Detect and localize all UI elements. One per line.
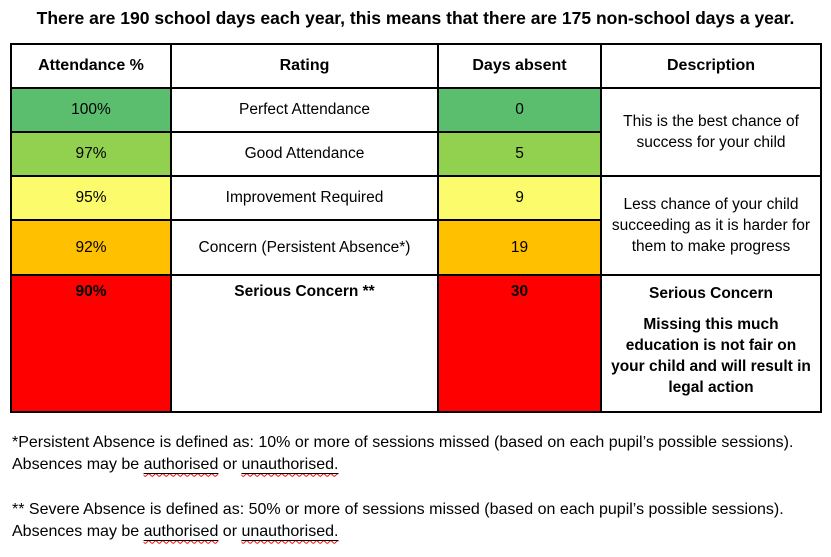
header-description: Description [600, 43, 822, 89]
header-attendance: Attendance % [10, 43, 172, 89]
header-rating: Rating [170, 43, 439, 89]
table-header-row: Attendance % Rating Days absent Descript… [10, 43, 822, 89]
footnote-text: *Persistent Absence is defined as: 10% o… [12, 434, 794, 473]
days-absent-cell: 0 [437, 87, 602, 133]
days-absent-cell: 9 [437, 175, 602, 221]
page-title: There are 190 school days each year, thi… [36, 8, 795, 28]
table-row: 97% Good Attendance 5 [10, 131, 821, 177]
spellchecked-word: authorised [143, 522, 219, 540]
spellchecked-word: unauthorised. [241, 522, 339, 540]
table-row: 92% Concern (Persistent Absence*) 19 [10, 219, 821, 276]
description-cell: Less chance of your child succeeding as … [600, 175, 822, 276]
table-row: 90% Serious Concern ** 30 Serious Concer… [10, 274, 822, 413]
spellchecked-word: authorised [143, 455, 219, 473]
rating-cell: Good Attendance [170, 131, 439, 177]
days-absent-cell: 5 [437, 131, 602, 177]
attendance-cell: 95% [10, 175, 172, 221]
rating-cell: Perfect Attendance [170, 87, 439, 133]
footnote-text: or [218, 522, 242, 540]
attendance-cell: 100% [10, 87, 172, 133]
description-cell: This is the best chance of success for y… [600, 87, 822, 177]
footnote-text: ** Severe Absence is defined as: 50% or … [12, 501, 784, 540]
description-text: Missing this much education is not fair … [611, 316, 811, 396]
description-heading: Serious Concern [648, 285, 774, 302]
footnotes: *Persistent Absence is defined as: 10% o… [12, 432, 802, 542]
attendance-cell: 97% [10, 131, 172, 177]
spellchecked-word: unauthorised. [241, 455, 339, 473]
footnote-persistent-absence: *Persistent Absence is defined as: 10% o… [12, 432, 802, 475]
days-absent-cell: 30 [437, 274, 602, 413]
footnote-text: or [218, 455, 242, 473]
attendance-cell: 90% [10, 274, 172, 413]
description-cell: Serious Concern Missing this much educat… [600, 274, 822, 413]
header-days-absent: Days absent [437, 43, 602, 89]
attendance-cell: 92% [10, 219, 172, 276]
footnote-severe-absence: ** Severe Absence is defined as: 50% or … [12, 499, 802, 542]
rating-cell: Serious Concern ** [170, 274, 439, 413]
rating-cell: Concern (Persistent Absence*) [170, 219, 439, 276]
table-row: 95% Improvement Required 9 Less chance o… [10, 175, 822, 276]
attendance-table: Attendance % Rating Days absent Descript… [10, 43, 822, 413]
rating-cell: Improvement Required [170, 175, 439, 221]
days-absent-cell: 19 [437, 219, 602, 276]
table-row: 100% Perfect Attendance 0 This is the be… [10, 87, 822, 177]
